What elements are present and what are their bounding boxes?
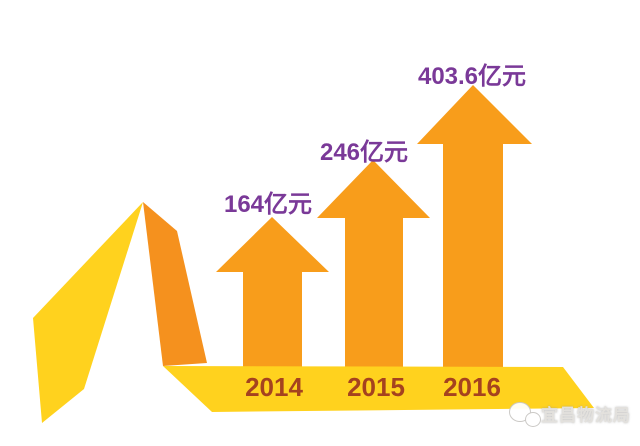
value-label-2016: 403.6亿元 <box>417 63 527 90</box>
chat-bubbles-icon <box>503 398 541 428</box>
watermark-text: 宜昌物流局 <box>541 405 631 425</box>
year-label-2014: 2014 <box>245 372 303 402</box>
year-label-2015: 2015 <box>347 372 405 402</box>
ribbon-fold <box>143 202 207 366</box>
watermark: 宜昌物流局 <box>503 398 631 428</box>
year-label-2016: 2016 <box>443 372 501 402</box>
arrow-2015 <box>317 160 430 370</box>
baseline-band <box>163 366 594 412</box>
arrow-2016 <box>417 85 532 370</box>
value-label-2014: 164亿元 <box>223 191 313 218</box>
chat-bubble-small <box>525 412 541 427</box>
value-label-2015: 246亿元 <box>319 139 409 166</box>
arrow-2014 <box>216 217 329 370</box>
ribbon-ascending-band <box>33 202 143 423</box>
